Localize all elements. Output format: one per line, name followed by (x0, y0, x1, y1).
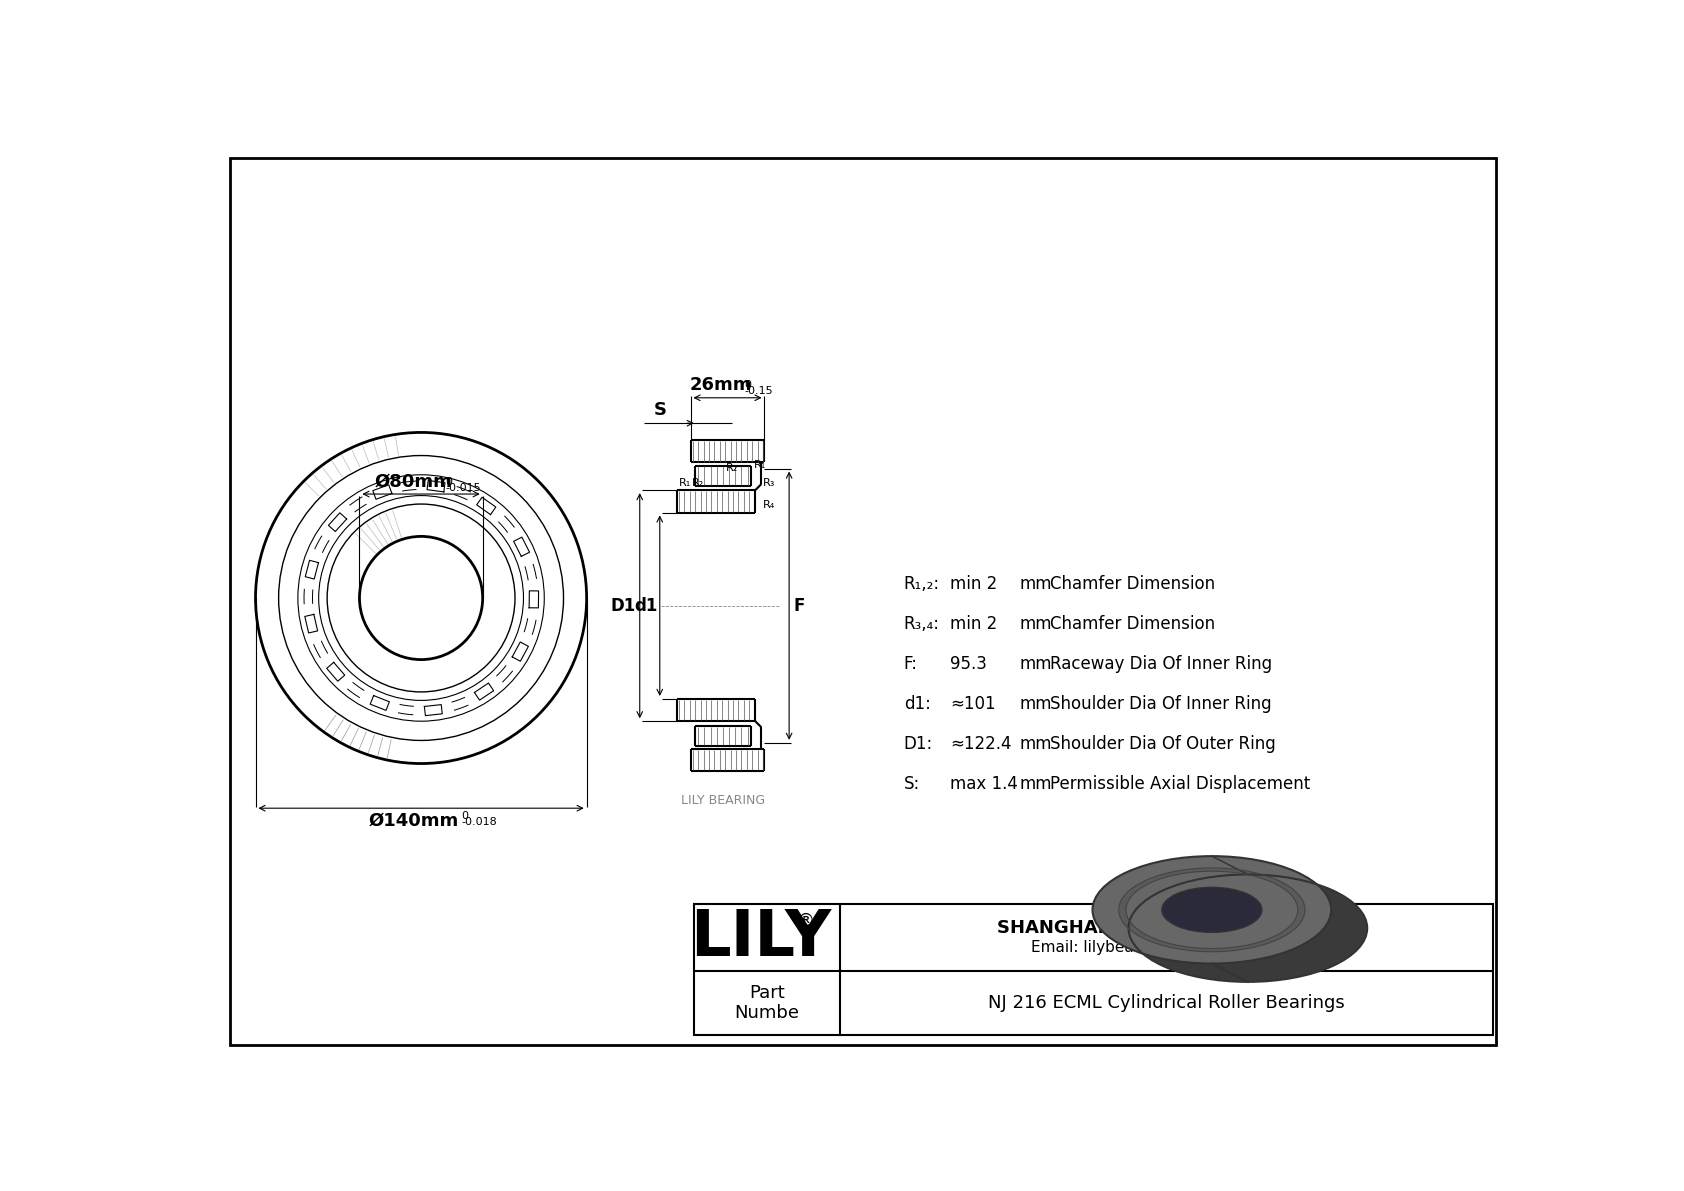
Text: Part
Numbe: Part Numbe (734, 984, 800, 1022)
Text: Chamfer Dimension: Chamfer Dimension (1051, 575, 1216, 593)
Text: D1: D1 (611, 597, 637, 615)
Text: R₁: R₁ (754, 460, 766, 470)
Text: min 2: min 2 (950, 575, 997, 593)
Text: ®: ® (797, 911, 813, 930)
Bar (694, 904, 1494, 1035)
Text: -0.15: -0.15 (744, 386, 773, 397)
Text: Permissible Axial Displacement: Permissible Axial Displacement (1051, 775, 1310, 793)
Text: LILY BEARING: LILY BEARING (680, 794, 765, 807)
Text: Ø80mm: Ø80mm (374, 472, 453, 491)
Text: -0.015: -0.015 (446, 484, 482, 493)
Text: LILY: LILY (690, 906, 832, 968)
Text: R₄: R₄ (763, 500, 775, 510)
Text: mm: mm (1019, 696, 1052, 713)
Text: 95.3: 95.3 (950, 655, 987, 673)
Text: R₃: R₃ (763, 478, 775, 488)
Ellipse shape (1118, 868, 1305, 952)
Text: SHANGHAI LILY BEARING LIMITED: SHANGHAI LILY BEARING LIMITED (997, 919, 1335, 937)
Text: NJ 216 ECML Cylindrical Roller Bearings: NJ 216 ECML Cylindrical Roller Bearings (989, 994, 1346, 1012)
Polygon shape (1162, 887, 1298, 928)
Text: ≈101: ≈101 (950, 696, 995, 713)
Ellipse shape (1162, 887, 1261, 933)
Text: Shoulder Dia Of Inner Ring: Shoulder Dia Of Inner Ring (1051, 696, 1271, 713)
Text: R₁: R₁ (679, 478, 690, 488)
Text: 0: 0 (461, 811, 468, 821)
Text: mm: mm (1019, 775, 1052, 793)
Ellipse shape (1127, 871, 1298, 948)
Text: -0.018: -0.018 (461, 817, 497, 828)
Text: mm: mm (1019, 616, 1052, 634)
Text: R₂: R₂ (726, 463, 738, 473)
Text: max 1.4: max 1.4 (950, 775, 1017, 793)
Text: Raceway Dia Of Inner Ring: Raceway Dia Of Inner Ring (1051, 655, 1273, 673)
Text: R₃,₄:: R₃,₄: (904, 616, 940, 634)
Text: 0: 0 (446, 478, 453, 487)
Text: ≈122.4: ≈122.4 (950, 735, 1012, 753)
Text: Email: lilybearing@lily-bearing.com: Email: lilybearing@lily-bearing.com (1031, 940, 1302, 955)
Text: mm: mm (1019, 735, 1052, 753)
Text: mm: mm (1019, 655, 1052, 673)
Text: Chamfer Dimension: Chamfer Dimension (1051, 616, 1216, 634)
Ellipse shape (1093, 856, 1332, 964)
Polygon shape (1093, 856, 1367, 928)
Text: D1:: D1: (904, 735, 933, 753)
Polygon shape (1093, 910, 1367, 981)
Text: mm: mm (1019, 575, 1052, 593)
Text: S: S (653, 401, 667, 419)
Text: d1: d1 (635, 597, 657, 615)
Text: min 2: min 2 (950, 616, 997, 634)
Text: R₁,₂:: R₁,₂: (904, 575, 940, 593)
Text: Ø140mm: Ø140mm (369, 812, 458, 830)
Ellipse shape (1197, 905, 1298, 950)
Text: S:: S: (904, 775, 919, 793)
Text: R₂: R₂ (692, 478, 704, 488)
Text: 26mm: 26mm (690, 376, 753, 394)
Text: Shoulder Dia Of Outer Ring: Shoulder Dia Of Outer Ring (1051, 735, 1276, 753)
Text: F:: F: (904, 655, 918, 673)
Text: 0: 0 (744, 380, 751, 391)
Text: F: F (793, 597, 805, 615)
Ellipse shape (1128, 874, 1367, 981)
Text: d1:: d1: (904, 696, 931, 713)
